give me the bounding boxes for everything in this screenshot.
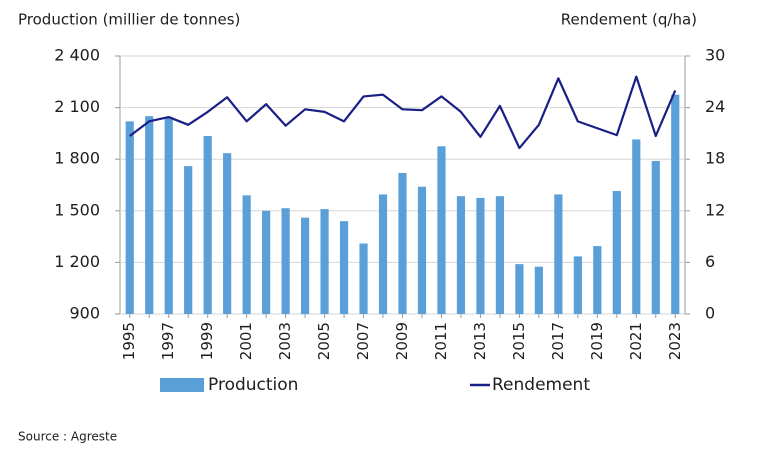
line xyxy=(129,75,677,150)
bar xyxy=(612,191,621,314)
y-tick-label: 1 500 xyxy=(54,200,100,219)
bar xyxy=(378,194,388,314)
x-tick-label: 2011 xyxy=(432,322,450,360)
legend-label: Production xyxy=(208,375,298,395)
x-tick-label: 1997 xyxy=(159,322,177,360)
bar xyxy=(515,264,524,314)
x-tick-label: 2019 xyxy=(588,322,606,360)
y2-tick-label: 30 xyxy=(705,46,725,65)
bar xyxy=(164,117,173,314)
bar xyxy=(203,135,212,314)
x-tick-label: 2017 xyxy=(549,322,567,360)
y-tick-label: 2 100 xyxy=(54,97,100,116)
y2-tick-label: 18 xyxy=(705,149,725,168)
bar xyxy=(651,160,660,314)
bar xyxy=(671,94,680,314)
bar xyxy=(320,209,329,314)
x-tick-label: 2015 xyxy=(510,322,528,360)
bar xyxy=(242,195,251,314)
y2-tick-label: 0 xyxy=(705,304,715,323)
x-tick-label: 2009 xyxy=(393,322,411,360)
bar xyxy=(359,243,368,314)
bar xyxy=(417,186,427,314)
y2-tick-label: 12 xyxy=(705,200,725,219)
y2-tick-label: 6 xyxy=(705,252,715,271)
y-tick-label: 1 200 xyxy=(54,252,100,271)
y-tick-label: 2 400 xyxy=(54,46,100,65)
bar xyxy=(632,139,641,314)
x-tick-label: 2001 xyxy=(237,322,255,360)
y2-axis-title: Rendement (q/ha) xyxy=(561,11,697,29)
source-note: Source : Agreste xyxy=(18,430,117,444)
bar xyxy=(593,246,602,314)
bar xyxy=(125,121,134,314)
bar xyxy=(262,210,271,314)
bar xyxy=(223,153,232,314)
x-tick-label: 2021 xyxy=(627,322,645,360)
y2-tick-label: 24 xyxy=(705,97,725,116)
x-tick-label: 2003 xyxy=(276,322,294,360)
legend-label: Rendement xyxy=(492,375,590,395)
bar xyxy=(495,196,505,314)
bar xyxy=(437,146,446,314)
x-tick-label: 2023 xyxy=(666,322,684,360)
y-tick-label: 900 xyxy=(69,304,100,323)
bar xyxy=(456,196,466,314)
bar xyxy=(281,208,290,314)
bar xyxy=(398,172,407,314)
x-tick-label: 1999 xyxy=(198,322,216,360)
bar xyxy=(476,197,485,314)
bar xyxy=(184,166,193,314)
y-tick-label: 1 800 xyxy=(54,149,100,168)
bar xyxy=(300,217,310,314)
x-tick-label: 2007 xyxy=(354,322,372,360)
bar xyxy=(554,194,563,314)
bar xyxy=(573,256,582,314)
y-axis-title: Production (millier de tonnes) xyxy=(18,11,240,29)
bar xyxy=(339,221,349,314)
x-tick-label: 2013 xyxy=(471,322,489,360)
x-tick-label: 1995 xyxy=(120,322,138,360)
bar xyxy=(145,116,154,314)
x-tick-label: 2005 xyxy=(315,322,333,360)
bar xyxy=(534,266,543,314)
legend-swatch xyxy=(160,378,204,392)
